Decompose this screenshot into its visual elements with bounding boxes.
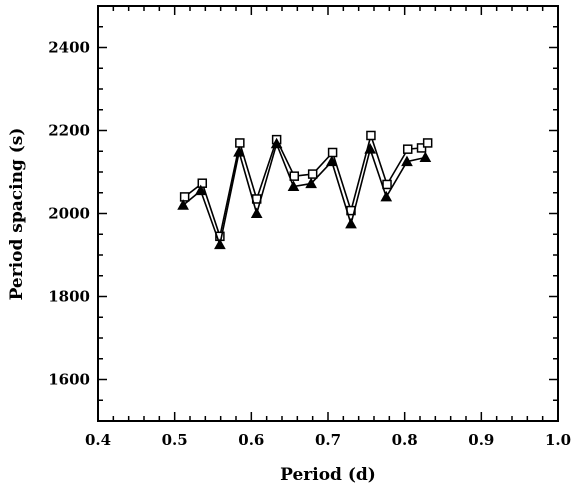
y-tick-label: 1800 <box>48 288 90 306</box>
y-tick-label: 2200 <box>48 122 90 140</box>
triangle-point <box>233 146 245 157</box>
square-point <box>179 192 190 202</box>
x-tick-label: 0.7 <box>315 431 341 449</box>
series-layer <box>177 130 433 250</box>
series-square <box>179 130 433 242</box>
square-point <box>197 178 208 188</box>
square-point <box>422 138 433 148</box>
tick-labels: 0.4 0.5 0.6 0.7 0.8 0.9 1.0 1600 1800 2000 2200 240… <box>48 39 571 450</box>
triangle-point <box>270 137 283 149</box>
x-axis-label: Period (d) <box>280 465 376 485</box>
triangle-point <box>325 155 338 167</box>
square-point <box>307 169 318 179</box>
square-point <box>235 138 245 148</box>
triangle-point <box>287 180 300 192</box>
y-axis-label: Period spacing (s) <box>7 128 27 301</box>
triangle-point <box>419 151 432 162</box>
x-tick-label: 0.8 <box>392 431 418 449</box>
x-tick-label: 0.4 <box>85 431 111 449</box>
triangle-point <box>364 143 377 154</box>
square-point <box>382 179 392 190</box>
triangle-point <box>345 217 357 229</box>
y-tick-label: 2400 <box>48 39 90 57</box>
y-tick-label: 2000 <box>48 205 90 223</box>
triangle-point <box>380 190 393 202</box>
square-point <box>289 171 300 181</box>
triangle-point <box>250 207 263 218</box>
x-tick-label: 0.5 <box>162 431 188 449</box>
triangle-point <box>305 177 317 189</box>
square-point <box>416 143 427 153</box>
series-line <box>182 141 426 248</box>
axis-ticks <box>97 5 559 422</box>
x-tick-label: 0.6 <box>238 431 264 449</box>
plot-frame <box>97 5 559 422</box>
y-tick-label: 1600 <box>48 371 90 389</box>
x-tick-label: 0.9 <box>468 431 494 449</box>
triangle-point <box>177 199 189 210</box>
x-tick-label: 1.0 <box>545 431 571 449</box>
square-point <box>366 130 376 141</box>
series-triangle <box>177 137 432 250</box>
square-point <box>327 147 338 158</box>
triangle-point <box>214 238 226 250</box>
square-point <box>402 144 413 154</box>
triangle-point <box>401 155 413 167</box>
triangle-point <box>194 184 207 196</box>
